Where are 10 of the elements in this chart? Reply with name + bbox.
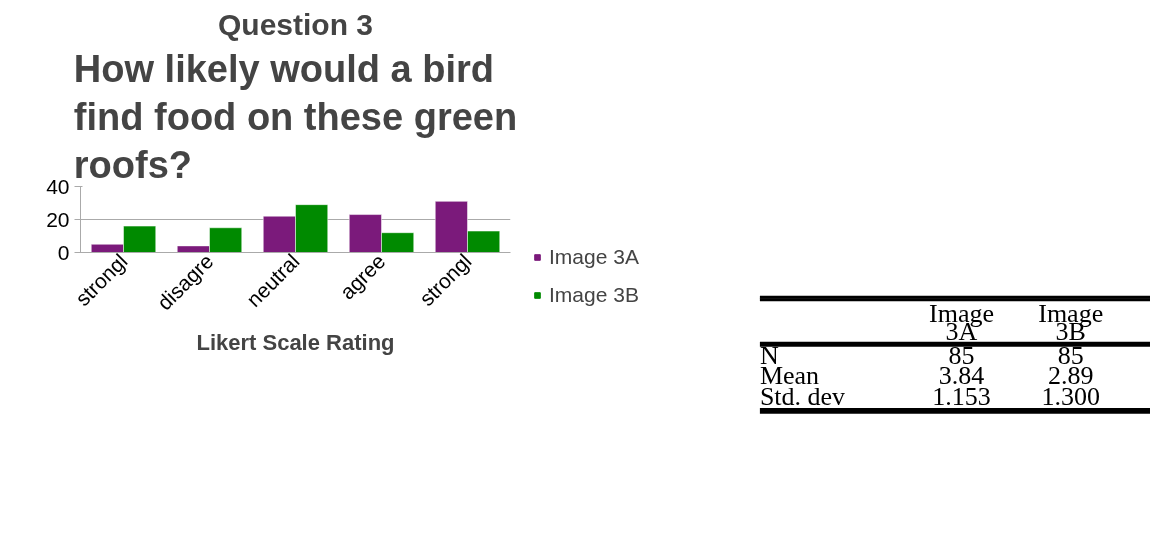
category-label: Image 3B xyxy=(1038,298,1104,346)
y-tick-label: 40 xyxy=(46,174,70,198)
x-axis-title: Likert Scale Rating xyxy=(196,330,395,356)
legend-label: Image 3A xyxy=(549,245,639,269)
y-tick-label: 0 xyxy=(57,240,70,264)
y-tick-label: 20 xyxy=(46,207,70,231)
category-label: Image 3A xyxy=(929,298,994,346)
legend-label: Image 3B xyxy=(549,283,639,307)
chart-title: Question 3 xyxy=(217,7,374,41)
chart-subtitle: How likely would a bird find food on these green roofs? xyxy=(73,47,518,187)
